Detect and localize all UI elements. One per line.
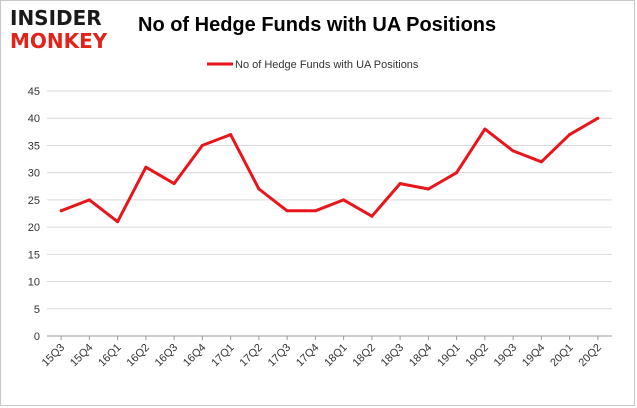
- x-tick-label: 16Q4: [181, 342, 209, 370]
- data-point: [257, 187, 261, 191]
- data-point: [539, 160, 543, 164]
- y-tick-label: 30: [28, 168, 40, 180]
- x-tick-label: 19Q2: [463, 342, 491, 370]
- x-tick-label: 18Q2: [350, 342, 378, 370]
- x-tick-label: 18Q4: [407, 342, 435, 370]
- series-group: [59, 116, 600, 224]
- x-tick-label: 16Q3: [153, 342, 181, 370]
- data-point: [87, 198, 91, 202]
- y-tick-label: 45: [28, 86, 40, 98]
- data-point: [426, 187, 430, 191]
- y-tick-label: 0: [34, 331, 40, 343]
- x-tick-label: 17Q3: [266, 342, 294, 370]
- x-tick-label: 19Q3: [492, 342, 520, 370]
- series-line: [60, 116, 599, 224]
- y-tick-label: 40: [28, 113, 40, 125]
- data-point: [172, 182, 176, 186]
- y-tick-label: 20: [28, 222, 40, 234]
- logo-text-bottom: MONKEY: [10, 29, 108, 53]
- chart-title: No of Hedge Funds with UA Positions: [138, 14, 497, 36]
- x-tick-label: 16Q1: [96, 342, 124, 370]
- y-tick-label: 5: [34, 304, 40, 316]
- y-tick-label: 35: [28, 140, 40, 152]
- data-point: [200, 143, 204, 147]
- x-tick-label: 17Q4: [294, 342, 322, 370]
- x-tick-label: 17Q2: [237, 342, 265, 370]
- x-tick-label: 18Q3: [379, 342, 407, 370]
- data-point: [398, 182, 402, 186]
- data-point: [596, 116, 600, 120]
- data-point: [229, 133, 233, 137]
- data-point: [313, 209, 317, 213]
- data-point: [59, 209, 63, 213]
- y-tick-label: 15: [28, 249, 40, 261]
- x-tick-label: 16Q2: [124, 342, 152, 370]
- legend-label: No of Hedge Funds with UA Positions: [235, 59, 419, 71]
- data-point: [568, 133, 572, 137]
- x-tick-label: 17Q1: [209, 342, 237, 370]
- data-point: [285, 209, 289, 213]
- legend: No of Hedge Funds with UA Positions: [207, 59, 419, 71]
- logo-text-top: INSIDER: [10, 6, 102, 30]
- x-tick-label: 15Q4: [68, 342, 96, 370]
- data-point: [483, 127, 487, 131]
- x-tick-label: 18Q1: [322, 342, 350, 370]
- y-axis-ticks: 0 5 10 15 20 25 30 35 40 45: [28, 86, 40, 343]
- data-point: [116, 220, 120, 224]
- x-tick-label: 20Q2: [576, 342, 604, 370]
- y-tick-label: 10: [28, 277, 40, 289]
- x-tick-label: 20Q1: [548, 342, 576, 370]
- x-axis-ticks: 15Q3 15Q4 16Q1 16Q2 16Q3 16Q4 17Q1 17Q2 17Q3 17Q4…: [40, 336, 604, 369]
- data-point: [370, 214, 374, 218]
- gridlines: [47, 90, 612, 310]
- data-point: [144, 165, 148, 169]
- data-point: [455, 171, 459, 175]
- x-tick-label: 19Q4: [520, 342, 548, 370]
- x-tick-label: 19Q1: [435, 342, 463, 370]
- x-tick-label: 15Q3: [40, 342, 68, 370]
- insider-monkey-logo: INSIDER MONKEY: [10, 7, 110, 53]
- data-point: [342, 198, 346, 202]
- data-point: [511, 149, 515, 153]
- y-tick-label: 25: [28, 195, 40, 207]
